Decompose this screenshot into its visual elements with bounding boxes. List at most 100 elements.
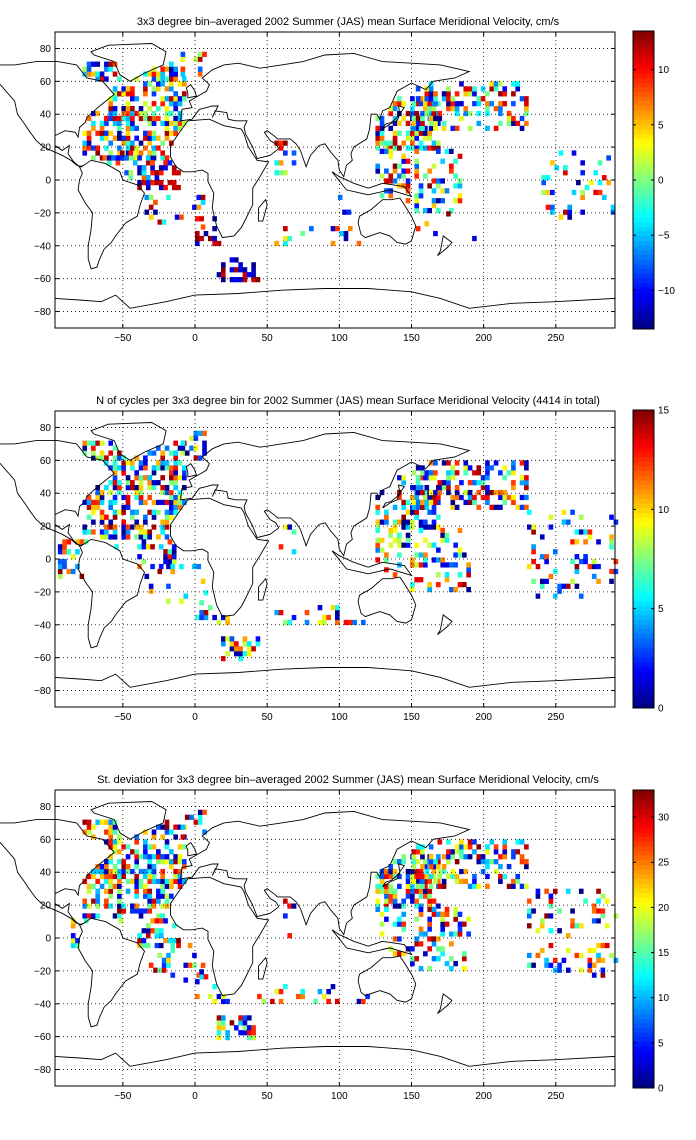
data-bin [117,76,122,82]
data-bin [138,460,144,466]
data-bin [99,868,105,875]
data-bin [134,908,140,914]
data-bin [414,168,420,174]
data-bin [91,155,96,161]
data-bin [169,878,174,885]
data-bin [246,1025,252,1031]
data-bin [189,814,194,820]
coastline [382,105,406,130]
map-bins [82,51,616,283]
data-bin [397,163,402,169]
data-bin [86,140,92,146]
colorbar-swatch [633,1032,654,1038]
data-bin [405,519,411,525]
data-bin [450,125,456,131]
data-bin [177,110,183,117]
x-tick-label: 0 [192,712,198,723]
data-bin [431,198,437,204]
data-bin [160,81,165,87]
y-tick-label: 80 [40,802,52,813]
data-bin [143,81,148,87]
coastline [90,801,167,840]
colorbar-tick-label: 30 [658,813,670,824]
data-bin [583,559,588,565]
data-bin [158,544,164,550]
data-bin [151,844,157,850]
data-bin [401,854,407,860]
data-bin [401,115,407,122]
data-bin [164,135,170,141]
data-bin [278,988,284,995]
data-bin [95,440,101,446]
data-bin [202,51,207,57]
data-bin [147,844,153,850]
data-bin [125,106,131,112]
data-bin [138,475,144,481]
data-bin [91,445,96,451]
data-bin [283,984,288,990]
data-bin [137,165,142,171]
data-bin [457,198,463,204]
data-bin [156,86,161,92]
data-bin [446,489,451,496]
colorbar-swatch [633,545,654,551]
data-bin [476,470,482,476]
data-bin [91,529,96,535]
data-bin [70,918,76,924]
data-bin [169,76,174,82]
data-bin [202,450,207,456]
data-bin [130,106,135,112]
data-bin [596,908,601,914]
data-bin [436,572,441,578]
data-bin [108,489,114,496]
data-bin [379,130,385,136]
data-bin [170,568,176,575]
data-bin [184,814,190,820]
data-bin [91,110,96,117]
data-bin [216,240,222,247]
data-bin [134,888,140,894]
data-bin [169,514,174,520]
data-bin [164,499,170,506]
data-bin [169,494,174,501]
data-bin [70,923,76,929]
data-bin [220,998,226,1005]
colorbar-swatch [633,268,654,274]
data-bin [414,941,420,947]
data-bin [197,51,203,57]
colorbar-tick-label: 10 [658,993,670,1004]
data-bin [118,918,124,924]
data-bin [171,544,177,550]
coastline [437,614,453,635]
data-bin [125,844,131,850]
colorbar-swatch [633,656,654,662]
data-bin [179,598,184,604]
data-bin [609,568,614,575]
data-bin [476,854,482,860]
data-bin [117,125,122,131]
data-bin [164,96,170,102]
data-bin [117,465,122,471]
data-bin [99,819,105,825]
data-bin [489,504,495,510]
data-bin [95,130,101,136]
data-bin [384,883,389,889]
data-bin [164,534,170,540]
data-bin [335,614,340,621]
data-bin [160,519,165,525]
data-bin [392,873,398,880]
data-bin [169,61,174,67]
data-bin [233,257,239,263]
data-bin [220,1015,226,1021]
data-bin [401,475,407,481]
data-bin [360,619,366,626]
data-bin [587,534,593,540]
data-bin [427,542,433,548]
colorbar-swatch [633,790,654,796]
data-bin [414,936,420,942]
data-bin [418,130,424,136]
data-bin [151,450,157,456]
data-bin [428,96,434,102]
data-bin [130,849,135,855]
data-bin [99,155,105,161]
